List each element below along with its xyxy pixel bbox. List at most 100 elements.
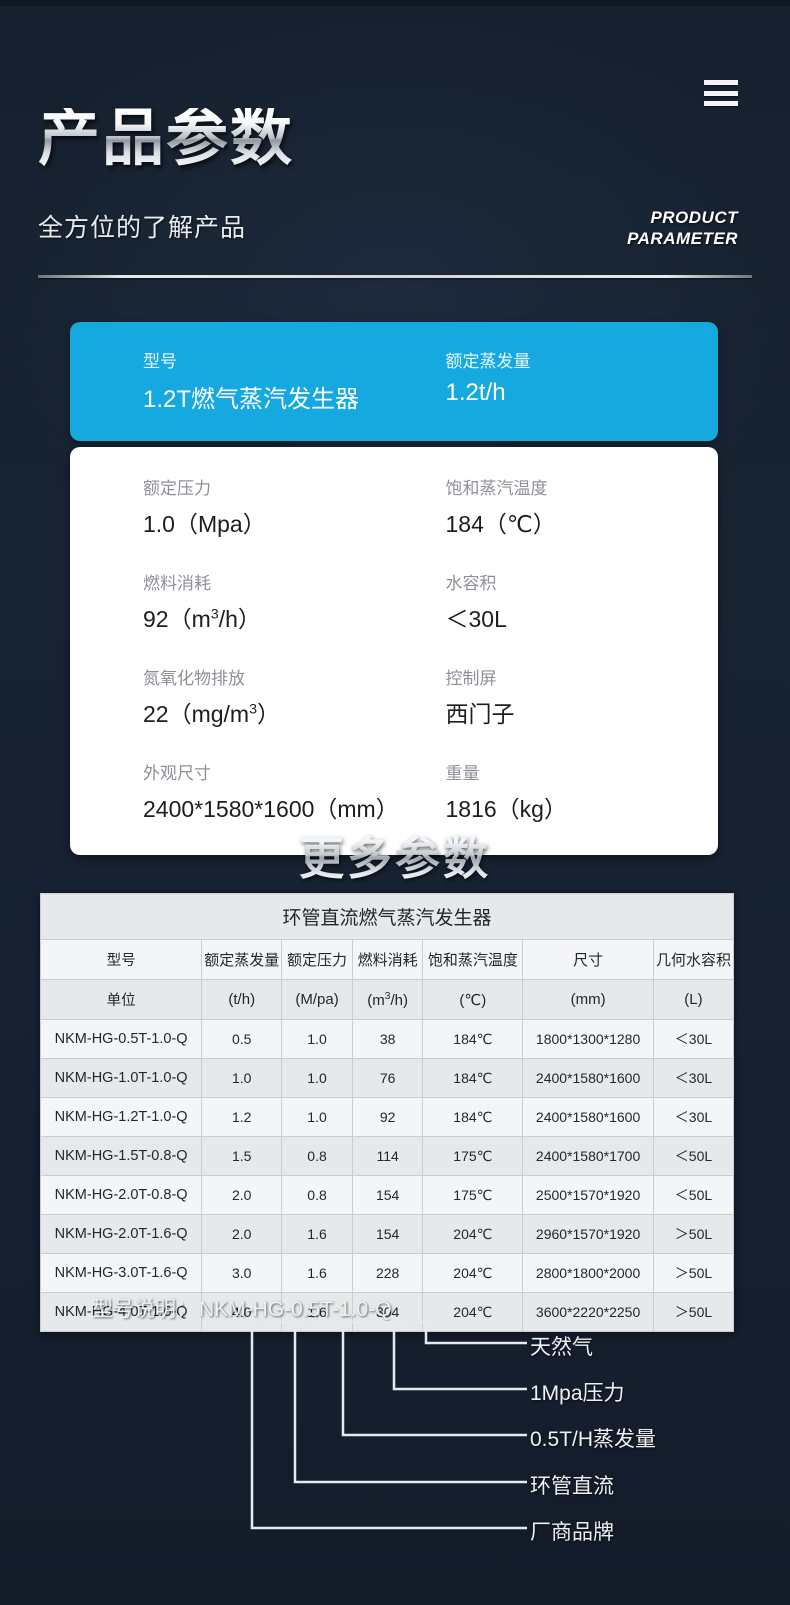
spec-item-label: 水容积 (445, 574, 497, 593)
table-header-cell: 额定压力 (281, 939, 353, 980)
spec-item-label: 燃料消耗 (143, 574, 211, 593)
table-header-cell: 几何水容积 (652, 939, 735, 980)
table-cell: 1800*1300*1280 (522, 1019, 654, 1059)
table-cell: 114 (351, 1136, 424, 1176)
model-explanation-title: 型号说明：NKM-HG-0.5T-1.0-Q (92, 1293, 394, 1323)
table-cell: 1.0 (281, 1058, 353, 1098)
table-row: NKM-HG-1.0T-1.0-Q 1.0 1.0 76 184℃ 2400*1580*1… (39, 1058, 735, 1098)
table-header-cell: 型号 (39, 939, 203, 980)
table-header-cell: 饱和蒸汽温度 (422, 939, 524, 980)
table-cell: 2.0 (201, 1175, 283, 1215)
table-cell: 204℃ (422, 1214, 524, 1254)
table-unit-cell: (m3/h) (351, 979, 424, 1020)
spec-item-weight: 重量 1816（kg） (431, 759, 719, 824)
spec-item-rated-pressure: 额定压力 1.0（Mpa） (143, 474, 431, 539)
spec-item-nox-emission: 氮氧化物排放 22（mg/m3） (143, 664, 431, 729)
table-cell: 0.5 (201, 1019, 283, 1059)
model-explanation-label-pressure: 1Mpa压力 (530, 1382, 625, 1405)
spec-item-value: ＜30L (445, 606, 507, 632)
table-cell: 2400*1580*1600 (522, 1058, 654, 1098)
table-cell: 1.6 (281, 1214, 353, 1254)
page-title: 产品参数 (38, 104, 295, 173)
hamburger-menu-icon[interactable] (704, 80, 738, 106)
table-cell: 204℃ (422, 1292, 524, 1332)
spec-item-dimensions: 外观尺寸 2400*1580*1600（mm） (143, 759, 431, 824)
table-cell: 175℃ (422, 1136, 524, 1176)
table-cell: NKM-HG-2.0T-1.6-Q (39, 1214, 203, 1254)
table-cell: ＜30L (652, 1019, 735, 1059)
spec-item-value: 184（℃） (445, 511, 556, 537)
table-cell: ＞50L (652, 1214, 735, 1254)
table-header-row: 型号 额定蒸发量 额定压力 燃料消耗 饱和蒸汽温度 尺寸 几何水容积 (39, 939, 735, 980)
spec-table-wrapper: 环管直流燃气蒸汽发生器 型号 额定蒸发量 额定压力 燃料消耗 饱和蒸汽温度 尺寸 几何水容积单… (39, 893, 735, 1332)
table-cell: 1.2 (201, 1097, 283, 1137)
table-cell: 184℃ (422, 1058, 524, 1098)
spec-highlight-evaporation-value: 1.2t/h (445, 379, 506, 406)
spec-highlight-model-label: 型号 (143, 352, 177, 371)
product-en-line2: PARAMETER (627, 228, 738, 248)
product-parameter-en-label: PRODUCT PARAMETER (627, 208, 738, 249)
table-cell: 2400*1580*1700 (522, 1136, 654, 1176)
spec-card: 型号 1.2T燃气蒸汽发生器 额定蒸发量 1.2t/h 额定压力 1.0（Mpa… (70, 322, 718, 855)
spec-highlight-evaporation: 额定蒸发量 1.2t/h (431, 347, 719, 414)
spec-item-label: 外观尺寸 (143, 764, 211, 783)
spec-item-label: 饱和蒸汽温度 (445, 479, 548, 498)
table-row: NKM-HG-3.0T-1.6-Q 3.0 1.6 228 204℃ 2800*1800*… (39, 1253, 735, 1293)
table-cell: 3600*2220*2250 (522, 1292, 654, 1332)
spec-item-label: 氮氧化物排放 (143, 669, 245, 688)
table-cell: 0.8 (281, 1175, 353, 1215)
model-explanation: 型号说明：NKM-HG-0.5T-1.0-Q 天然气 1Mpa压力 0.5T/H… (0, 1293, 790, 1605)
spec-item-value: 西门子 (445, 701, 515, 727)
table-row: NKM-HG-2.0T-1.6-Q 2.0 1.6 154 204℃ 2960*1570*… (39, 1214, 735, 1254)
table-cell: 2500*1570*1920 (522, 1175, 654, 1215)
table-header-cell: 额定蒸发量 (201, 939, 283, 980)
table-cell: 2.0 (201, 1214, 283, 1254)
table-row: NKM-HG-2.0T-0.8-Q 2.0 0.8 154 175℃ 2500*1570*… (39, 1175, 735, 1215)
model-explanation-leader-lines (213, 1320, 527, 1530)
table-unit-cell: (M/pa) (281, 979, 353, 1020)
table-cell: NKM-HG-0.5T-1.0-Q (39, 1019, 203, 1059)
spec-item-fuel-consumption: 燃料消耗 92（m3/h） (143, 569, 431, 634)
table-header-cell: 燃料消耗 (351, 939, 424, 980)
table-cell: 2400*1580*1600 (522, 1097, 654, 1137)
table-cell: 154 (351, 1175, 424, 1215)
product-en-line1: PRODUCT (650, 208, 738, 227)
table-unit-row: 单位 (t/h) (M/pa) (m3/h) (℃) (mm) (L) (39, 979, 735, 1020)
spec-highlight-model: 型号 1.2T燃气蒸汽发生器 (143, 347, 431, 414)
table-cell: 92 (351, 1097, 424, 1137)
table-cell: 4.0 (201, 1292, 283, 1332)
table-cell: ＞50L (652, 1292, 735, 1332)
table-unit-cell: (℃) (422, 979, 524, 1020)
model-explanation-code: NKM-HG-0.5T-1.0-Q (199, 1298, 392, 1321)
table-cell: 204℃ (422, 1253, 524, 1293)
spec-highlight-model-value: 1.2T燃气蒸汽发生器 (143, 386, 360, 413)
model-explanation-label-brand: 厂商品牌 (530, 1521, 614, 1544)
table-cell: NKM-HG-1.0T-1.0-Q (39, 1058, 203, 1098)
hamburger-bar-1 (704, 80, 738, 85)
header-divider (38, 275, 752, 278)
spec-card-header: 型号 1.2T燃气蒸汽发生器 额定蒸发量 1.2t/h (70, 322, 718, 441)
table-unit-cell: (mm) (522, 979, 654, 1020)
table-row: NKM-HG-0.5T-1.0-Q 0.5 1.0 38 184℃ 1800*1300*1… (39, 1019, 735, 1059)
spec-item-label: 控制屏 (445, 669, 497, 688)
table-cell: 184℃ (422, 1019, 524, 1059)
table-cell: 3.0 (201, 1253, 283, 1293)
hamburger-bar-3 (704, 101, 738, 106)
table-cell: 2800*1800*2000 (522, 1253, 654, 1293)
table-cell: 0.8 (281, 1136, 353, 1176)
table-cell: 2960*1570*1920 (522, 1214, 654, 1254)
spec-item-value: 1.0（Mpa） (143, 511, 266, 537)
top-edge-strip (0, 0, 790, 6)
table-header-cell: 尺寸 (522, 939, 654, 980)
spec-item-value: 2400*1580*1600（mm） (143, 796, 399, 822)
model-explanation-prefix: 型号说明： (92, 1298, 197, 1321)
table-row: NKM-HG-4.0T-1.6-Q 4.0 1.6 304 204℃ 3600*2220*… (39, 1292, 735, 1332)
table-cell: 1.6 (281, 1253, 353, 1293)
spec-highlight-evaporation-label: 额定蒸发量 (445, 352, 531, 371)
table-cell: 184℃ (422, 1097, 524, 1137)
table-cell: NKM-HG-1.5T-0.8-Q (39, 1136, 203, 1176)
table-cell: NKM-HG-2.0T-0.8-Q (39, 1175, 203, 1215)
model-explanation-label-evaporation: 0.5T/H蒸发量 (530, 1428, 657, 1451)
table-caption-cell: 环管直流燃气蒸汽发生器 (40, 893, 734, 940)
table-cell: 38 (351, 1019, 424, 1059)
